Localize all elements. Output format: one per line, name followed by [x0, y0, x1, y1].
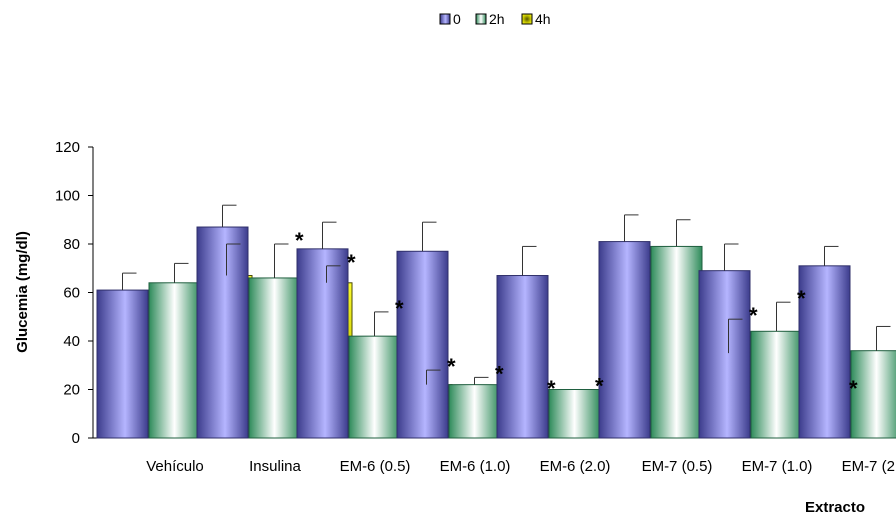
y-tick-label: 120 — [55, 139, 80, 156]
bar-0-6 — [698, 270, 751, 439]
legend-label-series-2: 4h — [535, 11, 551, 27]
bar-0-5 — [598, 241, 651, 439]
error-bars — [122, 204, 891, 385]
legend-swatch-series-2 — [521, 13, 533, 25]
bar-2h-6 — [750, 330, 803, 439]
x-tick-label: EM-6 (0.5) — [340, 458, 411, 475]
legend: 0 2h 4h — [439, 11, 551, 27]
bar-2h-1 — [248, 277, 301, 439]
x-ticks: Vehículo Insulina EM-6 (0.5) EM-6 (1.0) EM-6… — [146, 458, 896, 475]
significance-star: * — [495, 361, 504, 386]
bar-2h-0 — [148, 282, 201, 439]
bar-2h-5 — [650, 245, 703, 439]
bar-0-2 — [296, 248, 349, 439]
y-tick-label: 100 — [55, 188, 80, 205]
x-tick-label: EM-7 (1.0) — [742, 458, 813, 475]
bar-0-1 — [196, 226, 249, 439]
significance-star: * — [295, 228, 304, 253]
x-tick-label: Vehículo — [146, 458, 204, 475]
bars — [96, 226, 896, 439]
significance-star: * — [595, 374, 604, 399]
legend-label-series-0: 0 — [453, 11, 461, 27]
significance-star: * — [547, 376, 556, 401]
x-tick-label: EM-6 (1.0) — [440, 458, 511, 475]
y-ticks: 0 20 40 60 80 100 120 — [55, 139, 93, 447]
x-axis-title: Extracto — [805, 499, 865, 516]
significance-star: * — [347, 250, 356, 275]
y-tick-label: 60 — [63, 285, 80, 302]
significance-star: * — [849, 376, 858, 401]
bar-0-7 — [798, 265, 851, 439]
y-tick-label: 80 — [63, 236, 80, 253]
x-tick-label: Insulina — [249, 458, 301, 475]
significance-star: * — [395, 296, 404, 321]
bar-0-3 — [396, 250, 449, 439]
legend-swatch-series-0 — [439, 13, 451, 25]
bar-2h-4 — [548, 389, 601, 439]
significance-star: * — [797, 286, 806, 311]
y-axis-title: Glucemia (mg/dl) — [14, 231, 31, 353]
significance-star: * — [447, 354, 456, 379]
y-tick-label: 40 — [63, 333, 80, 350]
bar-2h-7 — [850, 350, 896, 439]
significance-star: * — [749, 303, 758, 328]
significance-markers: ************ — [295, 228, 858, 401]
legend-label-series-1: 2h — [489, 11, 505, 27]
bar-0-0 — [96, 289, 149, 439]
x-tick-label: EM-7 (0.5) — [642, 458, 713, 475]
bar-2h-2 — [348, 335, 401, 439]
y-tick-label: 20 — [63, 382, 80, 399]
legend-swatch-series-1 — [475, 13, 487, 25]
bar-2h-3 — [448, 384, 501, 439]
x-tick-label: EM-7 (2.0) — [842, 458, 896, 475]
y-tick-label: 0 — [72, 430, 80, 447]
x-tick-label: EM-6 (2.0) — [540, 458, 611, 475]
bar-0-4 — [496, 275, 549, 439]
